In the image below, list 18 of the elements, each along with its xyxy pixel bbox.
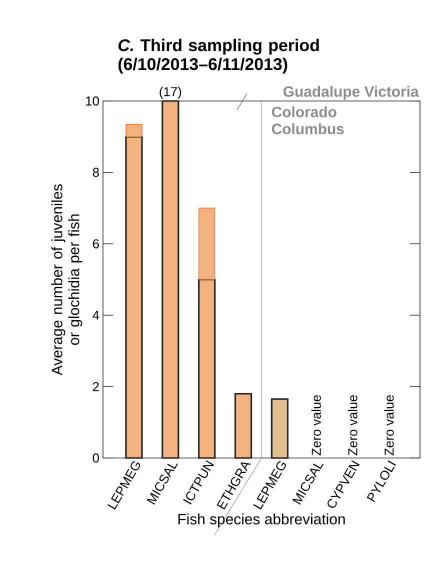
y-tick-label: 10 — [86, 96, 99, 106]
bar — [234, 392, 252, 459]
data-label: Zero value — [348, 395, 358, 456]
y-tick-label: 0 — [92, 453, 99, 463]
y-tick-label: 6 — [92, 239, 99, 248]
chart-title: C. Third sampling period (6/10/2013–6/11/2013) — [118, 38, 319, 74]
x-axis-title: Fish species abbreviation — [178, 513, 345, 528]
data-label: Zero value — [311, 395, 321, 456]
annotation: Colorado Columbus — [272, 106, 344, 134]
y-tick-label: 8 — [92, 168, 99, 177]
y-tick-label: 2 — [92, 382, 99, 392]
y-tick-label: 4 — [92, 310, 100, 320]
text: Guadalupe Victoria — [283, 86, 419, 100]
data-label: Zero value — [384, 395, 394, 456]
y-axis-title: Average number of juveniles or glochidia per fish — [51, 184, 82, 376]
bar — [270, 398, 289, 459]
bar — [162, 100, 180, 459]
annotation: (17) — [160, 86, 182, 99]
